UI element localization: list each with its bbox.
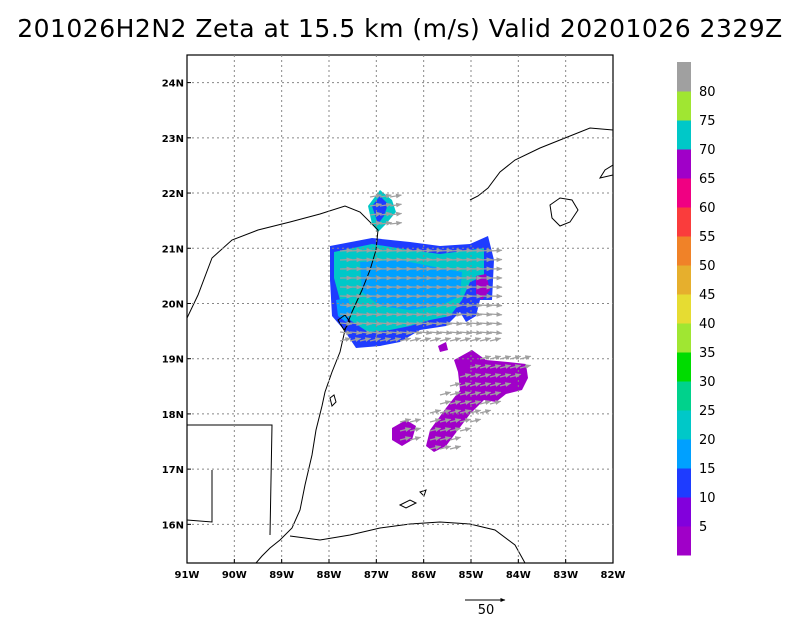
colorbar-swatch <box>677 352 691 382</box>
colorbar-swatch <box>677 149 691 179</box>
reference-vector-label: 50 <box>478 603 495 618</box>
colorbar-label: 45 <box>699 288 716 303</box>
lon-tick-label: 83W <box>553 570 578 581</box>
colorbar-swatch <box>677 439 691 469</box>
colorbar: 5 10 15 20 25 30 35 40 45 50 55 60 65 70 75 80 <box>677 62 716 556</box>
colorbar-swatch <box>677 207 691 237</box>
colorbar-swatch <box>677 91 691 121</box>
longitude-ticks: 91W 90W 89W 88W 87W 86W 85W 84W 83W 82W <box>175 559 626 581</box>
colorbar-swatch <box>677 62 691 92</box>
map-title: 201026H2N2 Zeta at 15.5 km (m/s) Valid 2… <box>17 14 783 43</box>
lon-tick-label: 89W <box>269 570 294 581</box>
colorbar-swatch <box>677 410 691 440</box>
reference-vector: 50 <box>465 598 506 618</box>
colorbar-label: 25 <box>699 404 716 419</box>
colorbar-swatch <box>677 526 691 556</box>
colorbar-label: 35 <box>699 346 716 361</box>
colorbar-swatch <box>677 381 691 411</box>
lon-tick-label: 90W <box>222 570 247 581</box>
lat-tick-label: 21N <box>162 244 184 255</box>
colorbar-label: 40 <box>699 317 716 332</box>
lat-tick-label: 16N <box>162 520 184 531</box>
colorbar-swatch <box>677 236 691 266</box>
lon-tick-label: 82W <box>601 570 626 581</box>
colorbar-label: 75 <box>699 114 716 129</box>
lon-tick-label: 87W <box>364 570 389 581</box>
colorbar-label: 70 <box>699 143 716 158</box>
lat-tick-label: 23N <box>162 134 184 145</box>
wind-vectors <box>339 193 532 450</box>
lat-lon-grid <box>187 55 613 563</box>
lon-tick-label: 91W <box>175 570 200 581</box>
colorbar-swatch <box>677 120 691 150</box>
lon-tick-label: 85W <box>459 570 484 581</box>
coastlines <box>187 127 613 563</box>
lat-tick-label: 19N <box>162 355 184 366</box>
lat-tick-label: 22N <box>162 189 184 200</box>
latitude-ticks: 16N 17N 18N 19N 20N 21N 22N 23N 24N <box>162 79 191 531</box>
lat-tick-label: 20N <box>162 299 184 310</box>
colorbar-swatch <box>677 265 691 295</box>
colorbar-swatch <box>677 497 691 527</box>
colorbar-label: 65 <box>699 172 716 187</box>
colorbar-label: 10 <box>699 491 716 506</box>
colorbar-label: 55 <box>699 230 716 245</box>
lon-tick-label: 84W <box>506 570 531 581</box>
colorbar-label: 30 <box>699 375 716 390</box>
lon-tick-label: 86W <box>411 570 436 581</box>
colorbar-label: 80 <box>699 85 716 100</box>
colorbar-swatch <box>677 468 691 498</box>
colorbar-swatch <box>677 178 691 208</box>
lat-tick-label: 18N <box>162 410 184 421</box>
colorbar-label: 60 <box>699 201 716 216</box>
colorbar-swatch <box>677 323 691 353</box>
colorbar-label: 50 <box>699 259 716 274</box>
colorbar-swatch <box>677 294 691 324</box>
colorbar-label: 15 <box>699 462 716 477</box>
lat-tick-label: 24N <box>162 79 184 90</box>
lat-tick-label: 17N <box>162 465 184 476</box>
lon-tick-label: 88W <box>317 570 342 581</box>
colorbar-label: 20 <box>699 433 716 448</box>
colorbar-label: 5 <box>699 520 707 535</box>
